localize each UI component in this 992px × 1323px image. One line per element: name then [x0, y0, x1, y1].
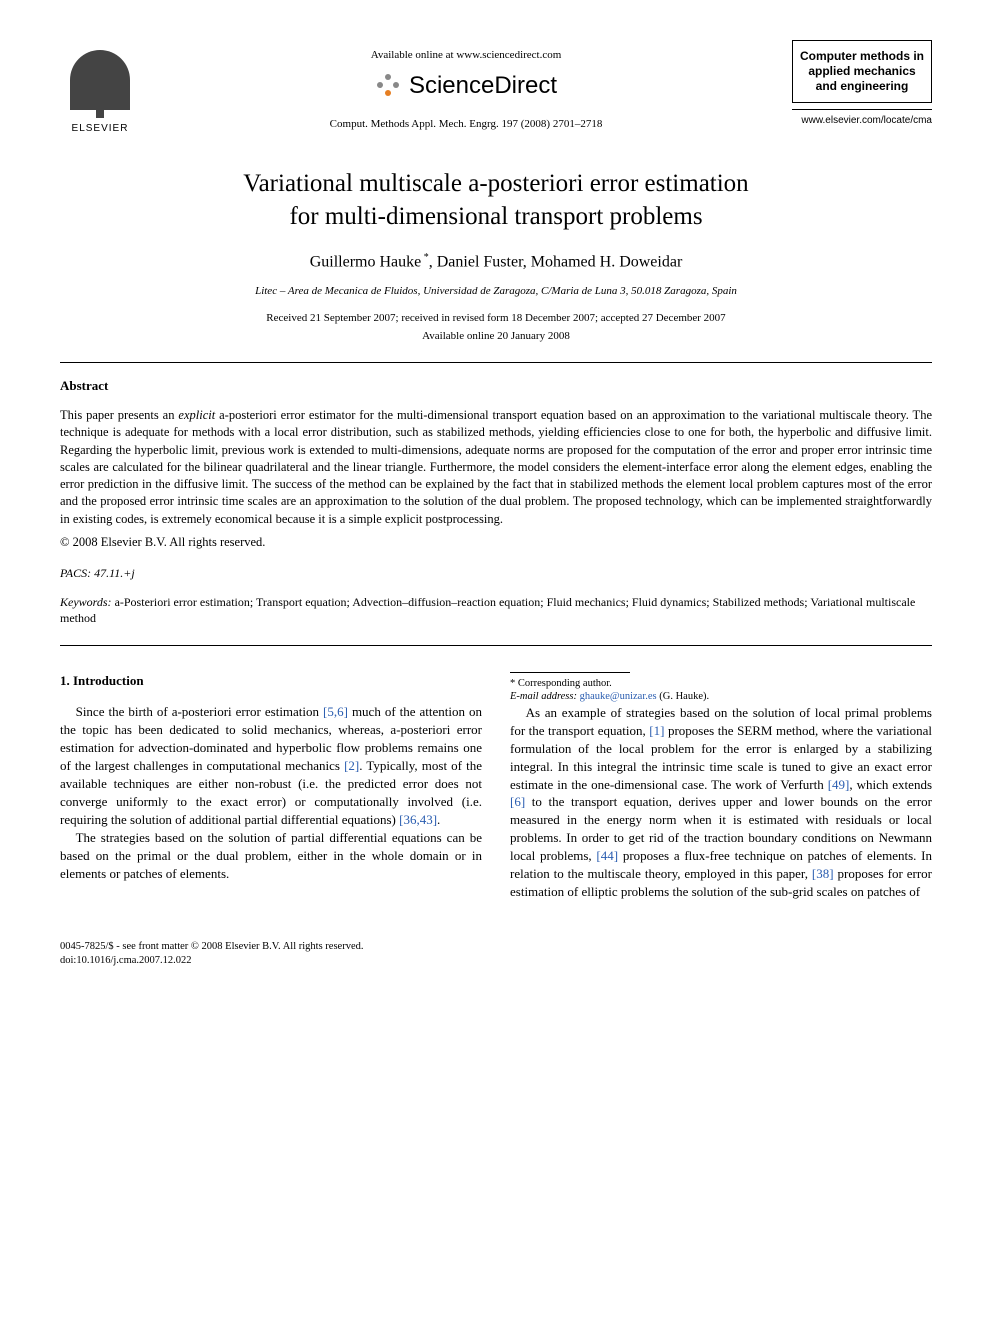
- elsevier-label: ELSEVIER: [72, 122, 129, 136]
- journal-box-rule: [792, 109, 932, 110]
- body-columns: 1. Introduction Since the birth of a-pos…: [60, 672, 932, 910]
- received-dates: Received 21 September 2007; received in …: [60, 311, 932, 326]
- email-line: E-mail address: ghauke@unizar.es (G. Hau…: [510, 690, 932, 704]
- abstract-text: This paper presents an explicit a-poster…: [60, 407, 932, 528]
- sciencedirect-dots-icon: [375, 72, 403, 100]
- corresponding-author: * Corresponding author.: [510, 677, 932, 691]
- ref-44[interactable]: [44]: [596, 848, 618, 863]
- affiliation: Litec – Area de Mecanica de Fluidos, Uni…: [60, 284, 932, 299]
- center-header: Available online at www.sciencedirect.co…: [140, 40, 792, 132]
- elsevier-logo: ELSEVIER: [60, 50, 140, 136]
- journal-box: Computer methods in applied mechanics an…: [792, 40, 932, 103]
- elsevier-tree-icon: [70, 50, 130, 110]
- footer-block: 0045-7825/$ - see front matter © 2008 El…: [60, 940, 932, 967]
- body-para-3: As an example of strategies based on the…: [510, 704, 932, 901]
- ref-6[interactable]: [6]: [510, 794, 525, 809]
- email-link[interactable]: ghauke@unizar.es: [580, 691, 657, 702]
- footnote-rule: [510, 672, 630, 673]
- pacs-label: PACS:: [60, 566, 91, 580]
- ref-38[interactable]: [38]: [812, 866, 834, 881]
- header-row: ELSEVIER Available online at www.science…: [60, 40, 932, 136]
- ref-2[interactable]: [2]: [344, 758, 359, 773]
- journal-title: Computer methods in applied mechanics an…: [799, 49, 925, 94]
- copyright-line: © 2008 Elsevier B.V. All rights reserved…: [60, 534, 932, 552]
- keywords-label: Keywords:: [60, 595, 112, 609]
- sciencedirect-logo: ScienceDirect: [140, 69, 792, 103]
- body-para-2: The strategies based on the solution of …: [60, 829, 482, 883]
- ref-49[interactable]: [49]: [828, 777, 850, 792]
- ref-5-6[interactable]: [5,6]: [323, 704, 348, 719]
- ref-36-43[interactable]: [36,43]: [399, 812, 437, 827]
- email-paren: (G. Hauke).: [659, 691, 709, 702]
- pacs-value: 47.11.+j: [94, 566, 135, 580]
- keywords-line: Keywords: a-Posteriori error estimation;…: [60, 594, 932, 626]
- email-label: E-mail address:: [510, 691, 577, 702]
- authors-line: Guillermo Hauke *, Daniel Fuster, Mohame…: [60, 251, 932, 274]
- footer-doi: doi:10.1016/j.cma.2007.12.022: [60, 954, 932, 968]
- journal-url: www.elsevier.com/locate/cma: [801, 114, 932, 128]
- footer-line-1: 0045-7825/$ - see front matter © 2008 El…: [60, 940, 932, 954]
- rule-above-abstract: [60, 362, 932, 363]
- keywords-value: a-Posteriori error estimation; Transport…: [60, 595, 915, 625]
- ref-1[interactable]: [1]: [649, 723, 664, 738]
- pacs-line: PACS: 47.11.+j: [60, 565, 932, 582]
- title-line-1: Variational multiscale a-posteriori erro…: [243, 170, 748, 197]
- available-online-text: Available online at www.sciencedirect.co…: [140, 48, 792, 63]
- body-para-1: Since the birth of a-posteriori error es…: [60, 703, 482, 829]
- paper-title: Variational multiscale a-posteriori erro…: [60, 168, 932, 233]
- abstract-heading: Abstract: [60, 377, 932, 395]
- title-line-2: for multi-dimensional transport problems: [289, 203, 702, 230]
- citation-line: Comput. Methods Appl. Mech. Engrg. 197 (…: [140, 117, 792, 132]
- journal-box-column: Computer methods in applied mechanics an…: [792, 40, 932, 128]
- available-online-date: Available online 20 January 2008: [60, 329, 932, 344]
- rule-below-keywords: [60, 645, 932, 646]
- sciencedirect-wordmark: ScienceDirect: [409, 69, 557, 103]
- footnote-block: * Corresponding author. E-mail address: …: [510, 672, 932, 704]
- intro-heading: 1. Introduction: [60, 672, 482, 690]
